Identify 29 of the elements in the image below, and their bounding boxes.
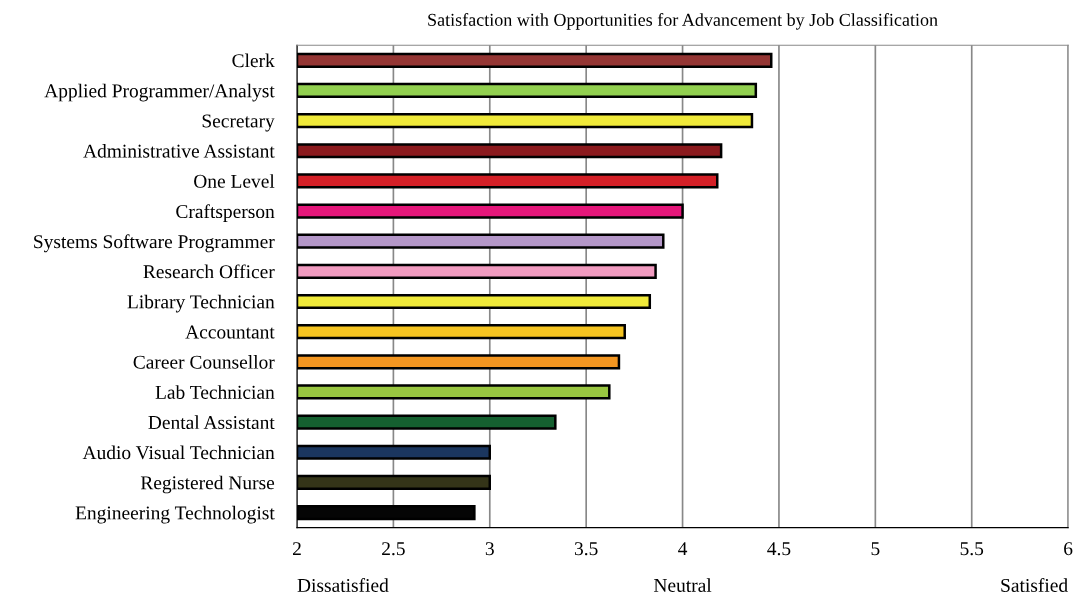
y-tick-label: Lab Technician bbox=[155, 385, 275, 399]
x-tick-label: 6 bbox=[1064, 542, 1073, 556]
y-tick-label: Audio Visual Technician bbox=[82, 445, 275, 460]
x-tick-label: 3 bbox=[485, 542, 494, 556]
y-tick-label: Dental Assistant bbox=[148, 415, 275, 430]
x-tick-label: 3.5 bbox=[574, 542, 598, 556]
text: Dissatisfied bbox=[297, 578, 389, 592]
x-tick-label: 4 bbox=[678, 542, 688, 556]
y-tick-label: Research Officer bbox=[143, 264, 275, 279]
y-tick-label: Applied Programmer/Analyst bbox=[44, 83, 275, 102]
y-tick-label: Secretary bbox=[202, 114, 275, 132]
y-tick-label: One Level bbox=[194, 174, 275, 188]
text: Satisfied bbox=[1001, 578, 1068, 592]
text: Neutral bbox=[653, 578, 712, 592]
x-tick-label: 4.5 bbox=[767, 542, 791, 556]
y-tick-label: Accountant bbox=[185, 325, 275, 339]
y-tick-label: Clerk bbox=[232, 53, 275, 68]
y-tick-label: Systems Software Programmer bbox=[34, 234, 275, 253]
y-tick-label: Administrative Assistant bbox=[83, 144, 275, 158]
y-tick-label: Engineering Technologist bbox=[75, 505, 275, 524]
chart-title: Satisfaction with Opportunities for Advancement by Job Classification bbox=[428, 13, 938, 30]
x-tick-label: 2 bbox=[292, 542, 301, 556]
x-tick-label: 2.5 bbox=[382, 542, 405, 556]
y-tick-label: Registered Nurse bbox=[140, 475, 275, 494]
y-tick-label: Career Counsellor bbox=[133, 355, 275, 369]
x-tick-label: 5.5 bbox=[960, 542, 984, 556]
x-tick-label: 5 bbox=[871, 542, 880, 556]
y-tick-label: Library Technician bbox=[127, 294, 275, 313]
y-tick-label: Craftsperson bbox=[176, 204, 275, 223]
